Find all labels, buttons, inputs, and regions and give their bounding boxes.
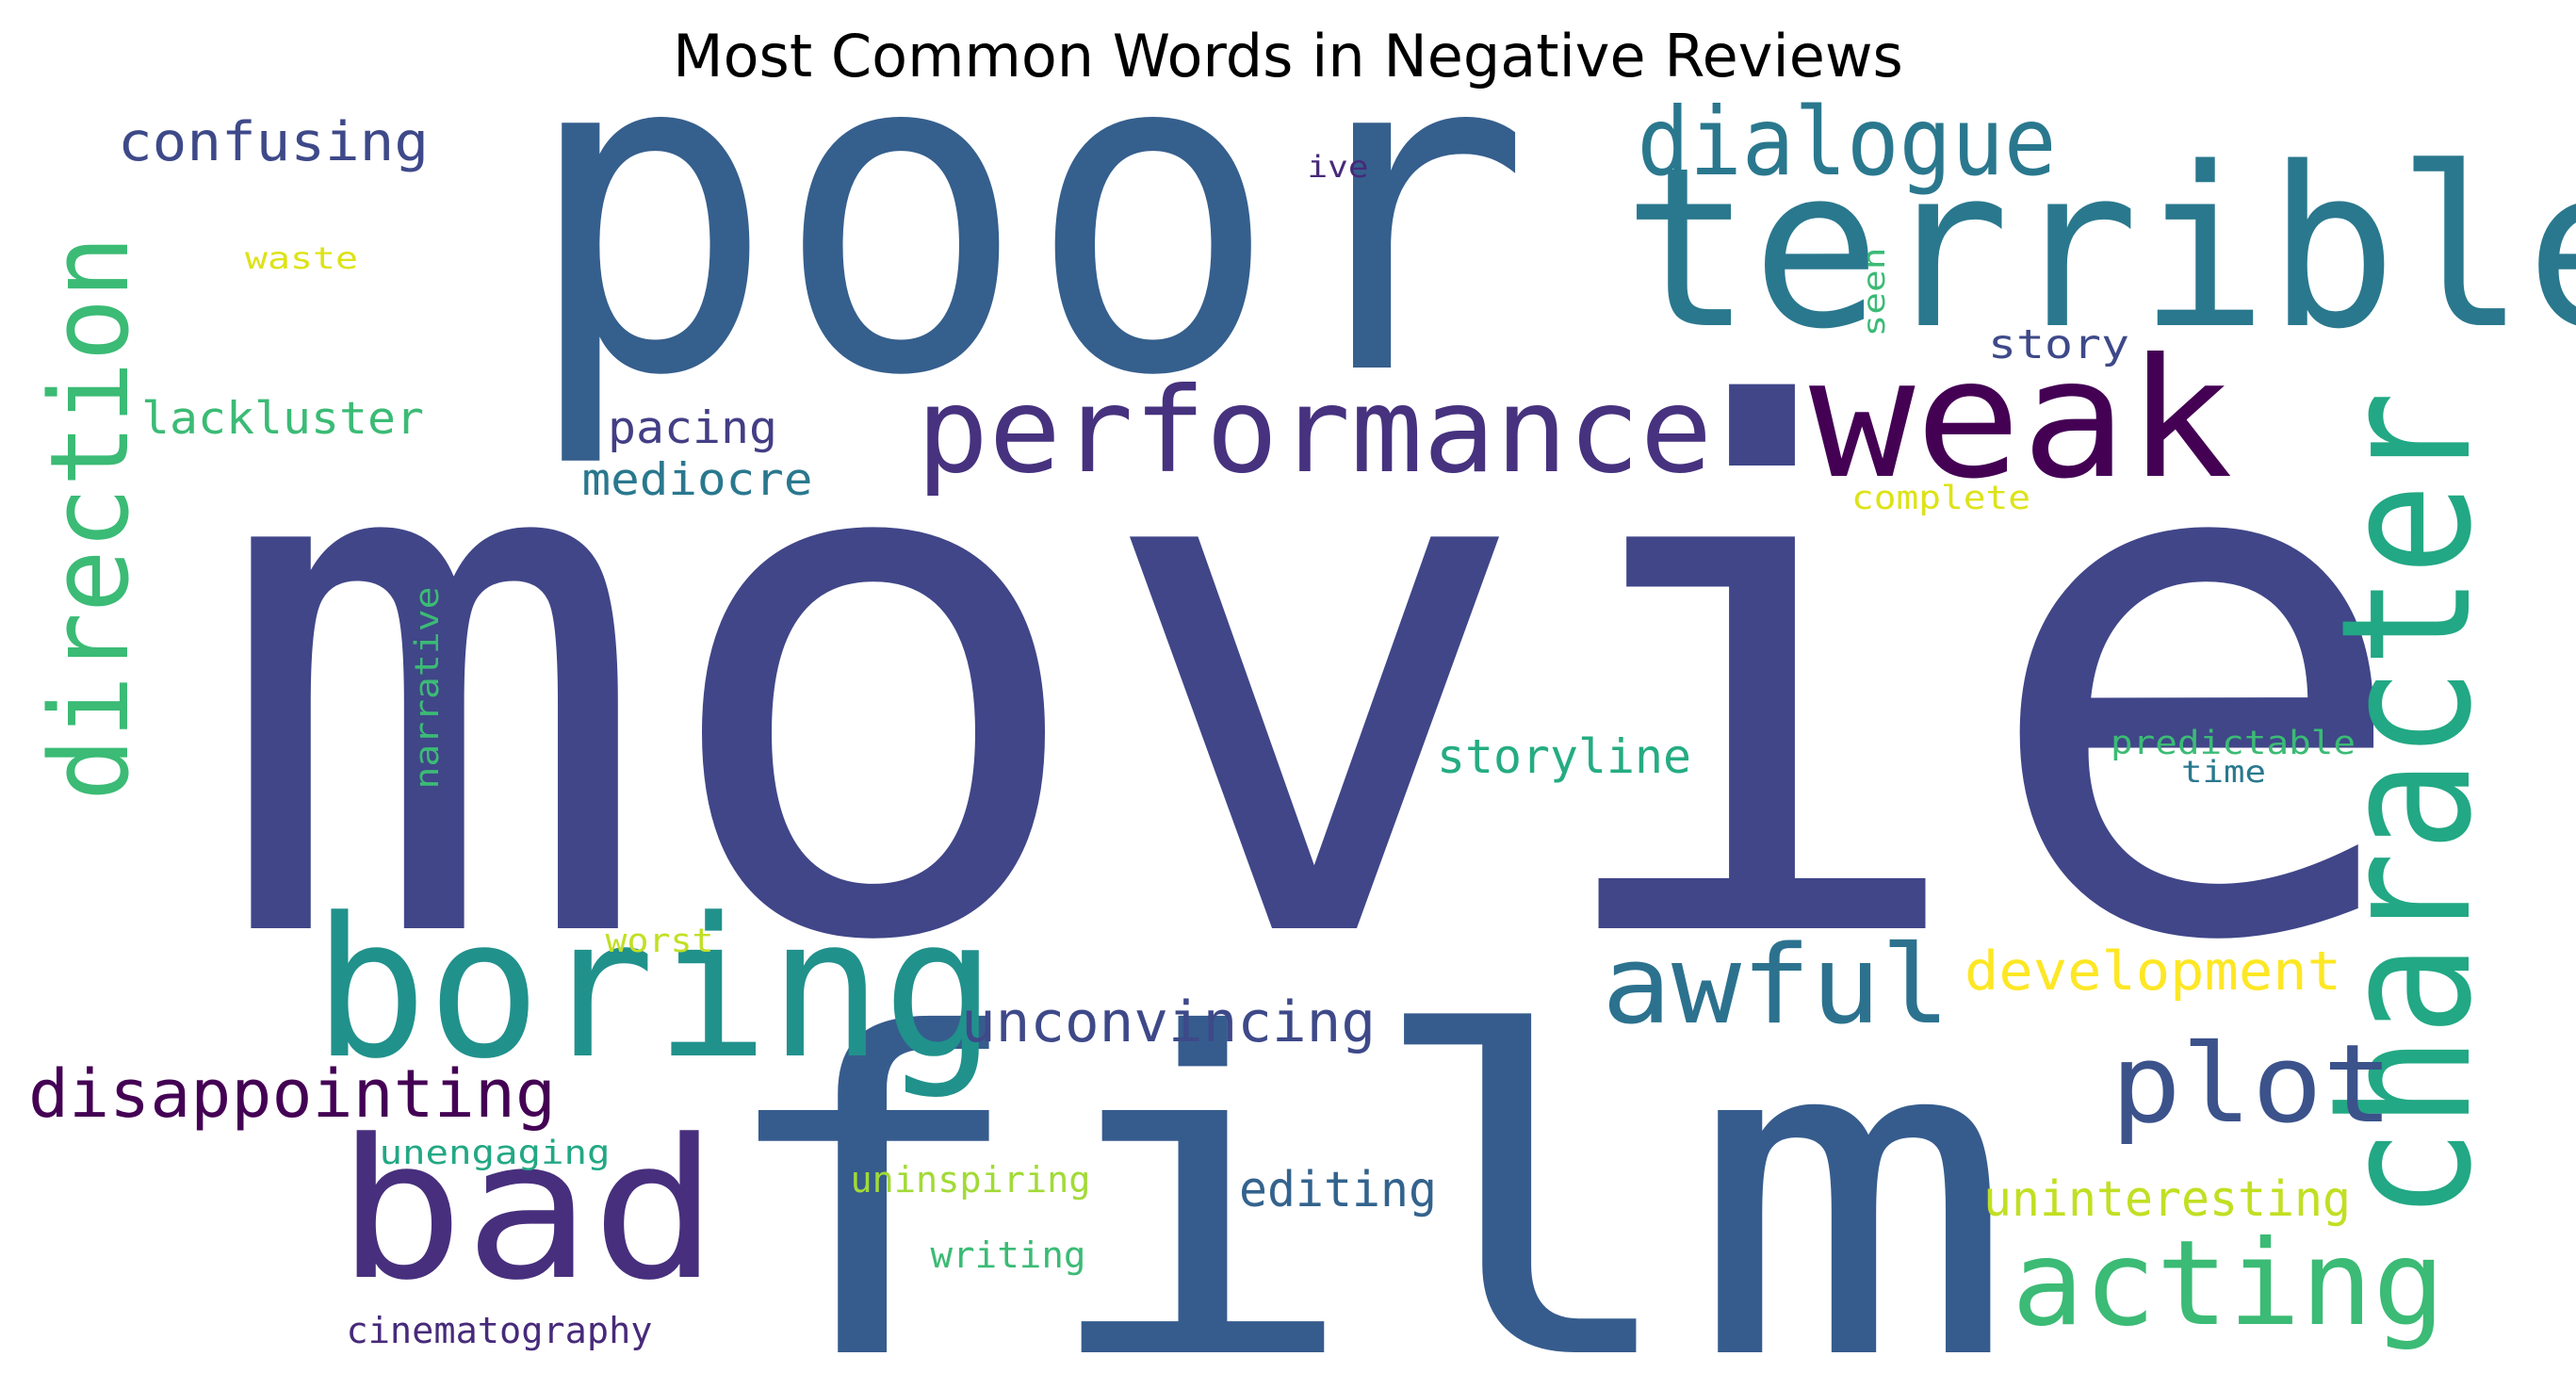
word-storyline: storyline (1437, 729, 1691, 784)
word-time: time (2181, 754, 2266, 790)
word-movie: movie (212, 265, 2417, 1098)
word-plot: plot (2111, 1021, 2393, 1148)
word-terrible: terrible (1623, 121, 2576, 378)
word-weak: weak (1809, 324, 2233, 515)
word-development: development (1965, 940, 2341, 1003)
word-confusing: confusing (118, 111, 429, 173)
word-boring: boring (314, 877, 997, 1102)
word-story: story (1988, 321, 2129, 368)
word-complete: complete (1851, 480, 2030, 517)
word-narrative: narrative (409, 587, 447, 790)
word-uninspiring: uninspiring (851, 1159, 1091, 1201)
word-direction: direction (27, 236, 154, 801)
word-mediocre: mediocre (582, 454, 813, 506)
chart-title: Most Common Words in Negative Reviews (673, 22, 1903, 90)
word-unconvincing: unconvincing (961, 989, 1376, 1055)
word-disappointing: disappointing (28, 1055, 556, 1133)
word-uninteresting: uninteresting (1983, 1171, 2351, 1228)
word-worst: worst (606, 923, 714, 960)
word-predictable: predictable (2111, 725, 2356, 762)
word-film: film (707, 941, 2016, 1389)
word-pacing: pacing (608, 402, 777, 454)
word-acting: acting (2012, 1216, 2445, 1352)
word-lackluster: lackluster (141, 393, 424, 445)
word-writing: writing (931, 1234, 1086, 1276)
word-dialogue: dialogue (1638, 87, 2057, 197)
word-editing: editing (1239, 1162, 1437, 1218)
word-awful: awful (1602, 923, 1950, 1049)
word-bad: bad (337, 1099, 719, 1323)
word-performance: performance (917, 363, 1713, 499)
word-poor: poor (523, 0, 1531, 474)
word-unengaging: unengaging (380, 1135, 611, 1172)
word-waste: waste (245, 240, 358, 276)
word-seen: seen (1856, 248, 1892, 337)
word-ive: ive (1308, 149, 1369, 185)
word-cinematography: cinematography (347, 1310, 653, 1351)
word-character: character (2303, 391, 2511, 1220)
